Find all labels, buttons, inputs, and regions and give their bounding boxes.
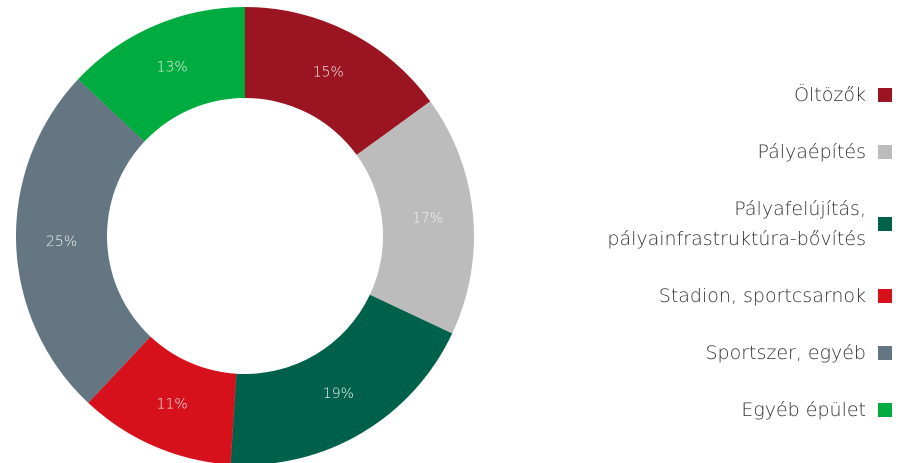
legend-label: Stadion, sportcsarnok <box>658 285 866 307</box>
slice <box>230 294 453 463</box>
slice-label: 15% <box>313 65 344 81</box>
legend-label: Öltözők <box>794 84 866 106</box>
legend-swatch <box>878 217 892 231</box>
legend-item: Sportszer, egyéb <box>705 338 892 368</box>
slice-label: 19% <box>323 386 354 402</box>
legend-label: Pályafelújítás, pályainfrastruktúra-bőví… <box>607 198 866 250</box>
legend-swatch <box>878 289 892 303</box>
slice-label: 11% <box>157 396 188 412</box>
slice <box>88 336 237 463</box>
slice-label: 25% <box>46 234 77 250</box>
legend-swatch <box>878 346 892 360</box>
legend-item: Stadion, sportcsarnok <box>659 281 892 311</box>
slice <box>245 7 431 155</box>
slice <box>78 7 245 142</box>
legend-item: Öltözők <box>794 80 892 110</box>
legend-swatch <box>878 403 892 417</box>
legend-label: Pályaépítés <box>757 141 866 163</box>
legend-label: Egyéb épület <box>741 399 866 421</box>
legend-item: Pályaépítés <box>758 137 892 167</box>
legend-label: Sportszer, egyéb <box>705 342 866 364</box>
slice-label: 17% <box>412 211 443 227</box>
slice <box>15 79 151 403</box>
legend-swatch <box>878 88 892 102</box>
legend-swatch <box>878 145 892 159</box>
legend-item: Egyéb épület <box>741 395 892 425</box>
legend: Öltözők Pályaépítés Pályafelújítás, pályai… <box>556 80 892 425</box>
slice-label: 13% <box>157 60 188 76</box>
slice <box>356 101 474 334</box>
legend-item: Pályafelújítás, pályainfrastruktúra-bőví… <box>556 194 892 254</box>
